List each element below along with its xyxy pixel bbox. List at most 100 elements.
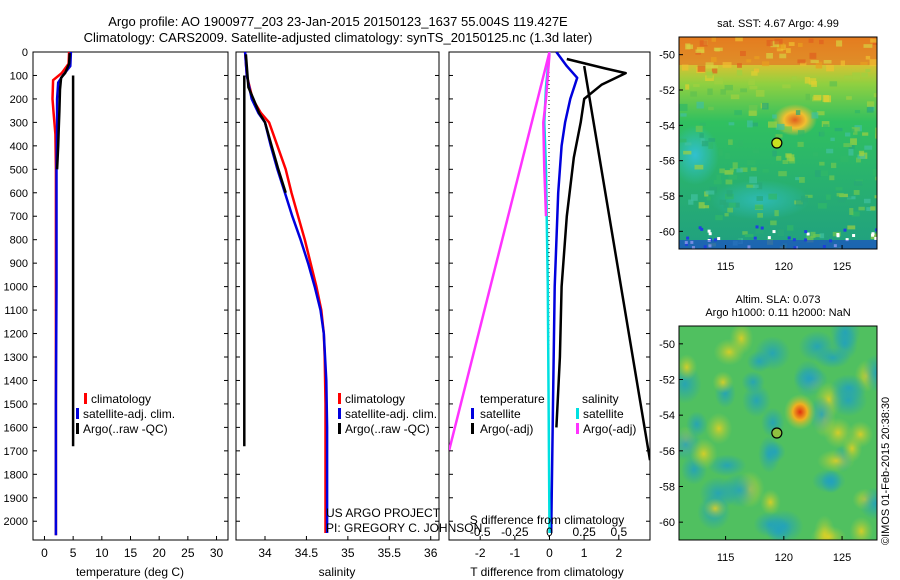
sst-pixel xyxy=(804,238,808,242)
sst-pixel xyxy=(680,113,687,117)
sst-pixel xyxy=(819,161,825,166)
sla-blob xyxy=(847,420,874,448)
sst-pixel xyxy=(782,84,791,89)
sst-pixel xyxy=(774,38,783,45)
sst-pixel xyxy=(726,190,733,197)
map-y-tick-label: -50 xyxy=(659,339,675,351)
depth-tick-label: 1000 xyxy=(4,282,28,294)
sst-pixel xyxy=(875,228,877,232)
sst-pixel xyxy=(755,225,759,229)
sla-blob xyxy=(689,438,718,470)
sla-blob xyxy=(754,336,791,371)
sst-pixel xyxy=(748,105,758,111)
sst-pixel xyxy=(783,126,793,133)
sst-pixel xyxy=(717,237,721,241)
sst-pixel xyxy=(751,71,758,76)
map-x-tick-label: 115 xyxy=(717,552,735,564)
sst-pixel xyxy=(850,138,857,146)
salinity-plot-frame xyxy=(235,51,440,541)
sst-pixel xyxy=(735,202,740,208)
map-x-tick-label: 120 xyxy=(775,261,793,273)
temperature-plot-lines xyxy=(51,52,75,536)
map-y-tick-label: -50 xyxy=(659,50,675,62)
t-difference-axis-label: T difference from climatology xyxy=(470,565,624,579)
sst-pixel xyxy=(805,93,810,101)
depth-tick-label: 900 xyxy=(10,258,28,270)
sst-pixel xyxy=(851,211,860,217)
sst-pixel xyxy=(851,127,860,132)
sst-pixel xyxy=(688,199,694,205)
sst-pixel xyxy=(852,234,856,238)
sst-pixel xyxy=(826,194,831,200)
legend-label-satellite: satellite-adj. clim. xyxy=(345,407,437,421)
sst-pixel xyxy=(679,138,687,143)
legend-label-argo: Argo(..raw -QC) xyxy=(345,422,430,436)
sst-pixel xyxy=(756,196,764,201)
s-diff-tick-label: 0.5 xyxy=(610,525,627,539)
sst-pixel xyxy=(826,148,834,154)
sla-blob xyxy=(758,435,781,474)
sst-pixel xyxy=(811,112,819,119)
series-line-argo-raw-qc- xyxy=(55,53,71,170)
sst-pixel xyxy=(819,233,825,239)
sst-pixel xyxy=(840,60,846,66)
sst-pixel xyxy=(804,230,808,234)
sst-pixel xyxy=(710,57,717,63)
sla-blob xyxy=(849,516,874,540)
sst-pixel xyxy=(725,193,734,200)
sla-blob xyxy=(679,353,698,381)
legend-label-climatology: climatology xyxy=(345,392,405,406)
sst-pixel xyxy=(679,103,688,111)
sst-pixel xyxy=(767,121,777,128)
depth-tick-label: 0 xyxy=(22,47,28,59)
sst-pixel xyxy=(727,207,734,213)
sst-pixel xyxy=(696,101,704,109)
sst-pixel xyxy=(834,127,843,132)
sst-pixel xyxy=(797,42,803,47)
sst-pixel xyxy=(749,176,757,184)
x-tick-label: 34.5 xyxy=(295,546,319,560)
sst-pixel xyxy=(719,168,725,174)
s-diff-tick-label: 0.25 xyxy=(572,525,596,539)
sst-pixel xyxy=(713,238,717,242)
sst-pixel xyxy=(862,132,869,136)
sst-pixel xyxy=(829,81,838,87)
sst-pixel xyxy=(742,231,748,235)
sla-blob xyxy=(712,371,734,394)
x-tick-label: 0 xyxy=(41,546,48,560)
x-tick-label: 15 xyxy=(124,546,138,560)
sst-pixel xyxy=(865,68,871,73)
legend-swatch-t-satellite xyxy=(471,408,474,419)
temperature-plot-frame xyxy=(32,51,229,541)
sst-pixel xyxy=(716,174,722,181)
sst-map: sat. SST: 4.67 Argo: 4.99 115 120 125 -50 -5… xyxy=(659,18,878,273)
sst-pixel xyxy=(835,187,843,191)
sst-pixel xyxy=(760,226,764,230)
sst-pixel xyxy=(817,203,827,209)
sla-blob xyxy=(811,469,846,493)
depth-tick-label: 1200 xyxy=(4,329,28,341)
sst-pixel xyxy=(754,56,760,60)
sst-pixel xyxy=(750,167,757,171)
map-x-tick-label: 120 xyxy=(775,552,793,564)
sst-pixel xyxy=(840,156,849,163)
sst-pixel xyxy=(722,62,732,68)
sst-pixel xyxy=(820,170,829,177)
sst-pixel xyxy=(872,168,877,176)
sst-pixel xyxy=(728,122,735,126)
sst-pixel xyxy=(795,110,801,115)
sst-map-title: sat. SST: 4.67 Argo: 4.99 xyxy=(717,18,839,30)
imos-watermark: ©IMOS 01-Feb-2015 20:38:30 xyxy=(880,397,892,545)
sst-pixel xyxy=(720,89,726,95)
depth-tick-label: 1100 xyxy=(4,305,28,317)
depth-tick-label: 1500 xyxy=(4,399,28,411)
depth-tick-label: 100 xyxy=(10,70,28,82)
sst-pixel xyxy=(702,77,707,82)
sst-pixel xyxy=(740,50,746,57)
sst-pixel xyxy=(858,206,865,211)
sst-pixel xyxy=(701,140,709,147)
depth-tick-label: 300 xyxy=(10,117,28,129)
sst-pixel xyxy=(820,129,825,136)
sst-pixel xyxy=(746,184,755,188)
depth-tick-label: 1400 xyxy=(4,375,28,387)
